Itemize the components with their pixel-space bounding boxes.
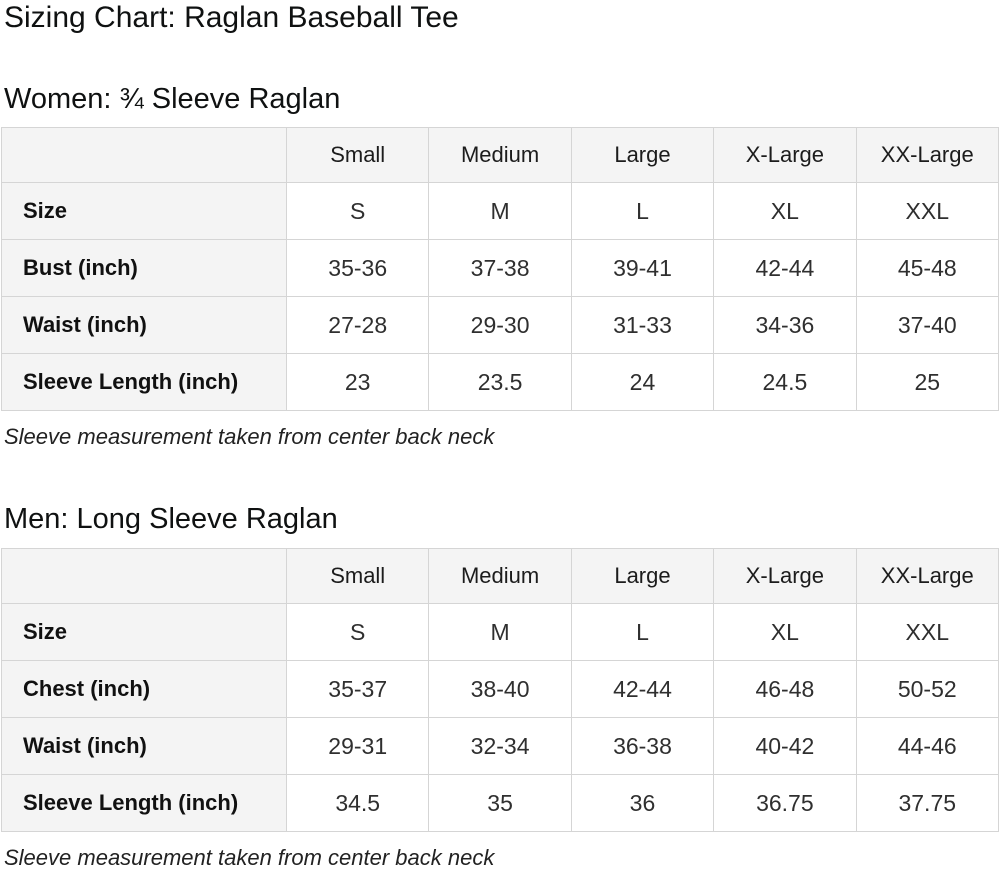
cell-value: L <box>570 603 715 661</box>
column-header-small: Small <box>285 127 430 183</box>
cell-value: L <box>570 182 715 240</box>
cell-value: 34.5 <box>285 774 430 832</box>
row-label: Bust (inch) <box>1 239 287 297</box>
cell-value: M <box>428 182 572 240</box>
column-header-x-large: X-Large <box>713 548 857 604</box>
cell-value: S <box>285 603 430 661</box>
cell-value: 24.5 <box>713 353 857 411</box>
cell-value: 34-36 <box>713 296 857 354</box>
column-header-xx-large: XX-Large <box>855 127 999 183</box>
corner-cell <box>1 127 287 183</box>
cell-value: 31-33 <box>570 296 715 354</box>
cell-value: 42-44 <box>570 660 715 718</box>
women-size-table: Small Medium Large X-Large XX-Large Size S M L X… <box>1 127 999 411</box>
cell-value: 25 <box>855 353 999 411</box>
cell-value: 35 <box>428 774 572 832</box>
table-row: Chest (inch) 35-37 38-40 42-44 46-48 50-52 <box>1 660 999 718</box>
cell-value: 29-31 <box>285 717 430 775</box>
cell-value: 35-37 <box>285 660 430 718</box>
table-row: Bust (inch) 35-36 37-38 39-41 42-44 45-48 <box>1 239 999 297</box>
section-men: Men: Long Sleeve Raglan Small Medium Large… <box>0 500 1000 871</box>
column-header-row: Small Medium Large X-Large XX-Large <box>1 127 999 183</box>
table-row: Sleeve Length (inch) 23 23.5 24 24.5 25 <box>1 353 999 411</box>
cell-value: 42-44 <box>713 239 857 297</box>
section-heading-women: Women: ¾ Sleeve Raglan <box>4 83 341 115</box>
section-women: Women: ¾ Sleeve Raglan Small Medium Large X… <box>0 80 1000 450</box>
page-title: Sizing Chart: Raglan Baseball Tee <box>4 1 459 34</box>
column-header-medium: Medium <box>428 548 572 604</box>
cell-value: 46-48 <box>713 660 857 718</box>
cell-value: 27-28 <box>285 296 430 354</box>
cell-value: M <box>428 603 572 661</box>
cell-value: XL <box>713 182 857 240</box>
row-label: Sleeve Length (inch) <box>1 774 287 832</box>
column-header-small: Small <box>285 548 430 604</box>
table-row: Waist (inch) 29-31 32-34 36-38 40-42 44-46 <box>1 717 999 775</box>
column-header-xx-large: XX-Large <box>855 548 999 604</box>
cell-value: 40-42 <box>713 717 857 775</box>
sleeve-measurement-note: Sleeve measurement taken from center bac… <box>4 424 495 449</box>
cell-value: XXL <box>855 603 999 661</box>
cell-value: 37.75 <box>855 774 999 832</box>
sleeve-measurement-note: Sleeve measurement taken from center bac… <box>4 845 495 870</box>
cell-value: S <box>285 182 430 240</box>
cell-value: 35-36 <box>285 239 430 297</box>
row-label: Chest (inch) <box>1 660 287 718</box>
cell-value: 37-40 <box>855 296 999 354</box>
cell-value: 32-34 <box>428 717 572 775</box>
men-size-table: Small Medium Large X-Large XX-Large Size S M L X… <box>1 548 999 832</box>
column-header-medium: Medium <box>428 127 572 183</box>
table-row: Size S M L XL XXL <box>1 603 999 661</box>
row-label: Waist (inch) <box>1 296 287 354</box>
cell-value: 36 <box>570 774 715 832</box>
cell-value: 23.5 <box>428 353 572 411</box>
cell-value: 50-52 <box>855 660 999 718</box>
cell-value: 29-30 <box>428 296 572 354</box>
row-label: Sleeve Length (inch) <box>1 353 287 411</box>
cell-value: 45-48 <box>855 239 999 297</box>
column-header-large: Large <box>570 548 715 604</box>
row-label: Waist (inch) <box>1 717 287 775</box>
column-header-row: Small Medium Large X-Large XX-Large <box>1 548 999 604</box>
cell-value: 38-40 <box>428 660 572 718</box>
column-header-x-large: X-Large <box>713 127 857 183</box>
row-label: Size <box>1 603 287 661</box>
row-label: Size <box>1 182 287 240</box>
cell-value: 36-38 <box>570 717 715 775</box>
cell-value: 24 <box>570 353 715 411</box>
section-heading-men: Men: Long Sleeve Raglan <box>4 503 338 535</box>
cell-value: 23 <box>285 353 430 411</box>
table-row: Waist (inch) 27-28 29-30 31-33 34-36 37-40 <box>1 296 999 354</box>
column-header-large: Large <box>570 127 715 183</box>
cell-value: 36.75 <box>713 774 857 832</box>
cell-value: XXL <box>855 182 999 240</box>
cell-value: 44-46 <box>855 717 999 775</box>
corner-cell <box>1 548 287 604</box>
cell-value: XL <box>713 603 857 661</box>
table-row: Size S M L XL XXL <box>1 182 999 240</box>
cell-value: 39-41 <box>570 239 715 297</box>
table-row: Sleeve Length (inch) 34.5 35 36 36.75 37.75 <box>1 774 999 832</box>
cell-value: 37-38 <box>428 239 572 297</box>
